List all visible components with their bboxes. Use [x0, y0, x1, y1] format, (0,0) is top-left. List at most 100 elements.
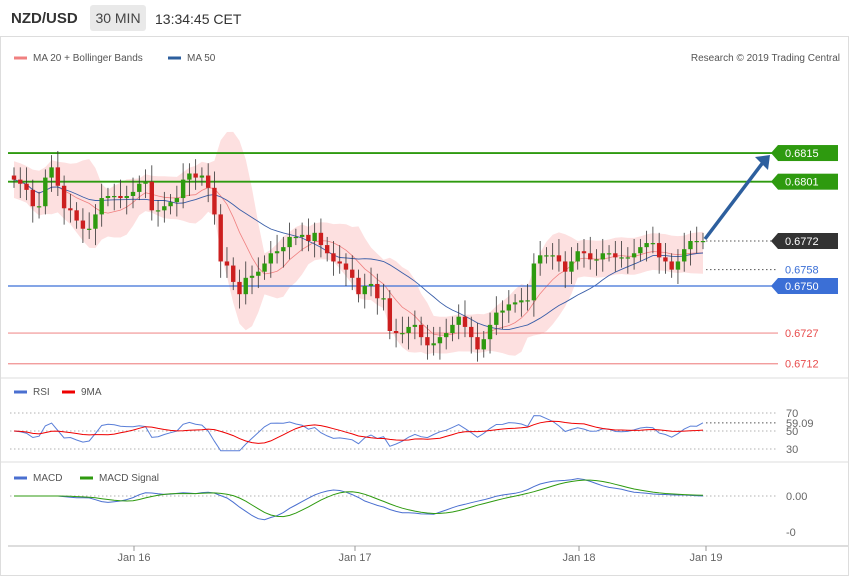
candle-body: [281, 247, 286, 252]
candle-body: [187, 173, 192, 180]
time-tick-label: Jan 19: [689, 552, 722, 564]
candle-body: [613, 253, 618, 258]
timeframe-button[interactable]: 30 MIN: [90, 5, 146, 31]
candle-body: [237, 281, 242, 295]
candle-body: [663, 257, 668, 262]
price-plot: 0.6815 0.6801 0.6772 0.6758 0.6750 0.6727 0.67…: [8, 131, 838, 371]
candle-body: [80, 220, 86, 229]
level-tag-pointer-0.6801: [771, 173, 778, 190]
candle-body: [556, 255, 562, 262]
rsi-line: [13, 415, 704, 452]
candle-body: [112, 195, 117, 198]
candle-body: [74, 210, 79, 221]
candle-body: [450, 324, 455, 334]
candle-body: [249, 275, 255, 278]
candle-body: [55, 167, 61, 186]
level-label-0.6727: 0.6727: [785, 328, 819, 340]
bollinger-band: [14, 131, 703, 356]
candle-body: [631, 253, 637, 258]
level-label-0.6712: 0.6712: [785, 359, 819, 371]
candle-body: [162, 206, 167, 211]
pair-title: NZD/USD: [11, 10, 78, 27]
ma50-legend-label: MA 50: [187, 53, 216, 64]
candle-body: [105, 195, 111, 199]
candle-body: [700, 241, 706, 243]
ma20-legend-label: MA 20 + Bollinger Bands: [33, 53, 143, 64]
candle-body: [381, 298, 386, 300]
copyright-text: Research © 2019 Trading Central: [691, 53, 840, 64]
macd-tick-label: -0: [786, 527, 796, 539]
candle-body: [456, 316, 461, 325]
candle-body: [437, 337, 443, 344]
candle-body: [512, 302, 518, 305]
candle-body: [500, 310, 505, 313]
candle-body: [469, 326, 474, 338]
candle-body: [124, 195, 129, 199]
candle-body: [688, 241, 693, 250]
candle-body: [180, 179, 186, 199]
candle-body: [494, 312, 499, 325]
candle-body: [68, 208, 73, 211]
candle-body: [425, 337, 430, 346]
candle-body: [49, 167, 54, 178]
candle-body: [24, 183, 29, 190]
candle-body: [293, 236, 299, 239]
rsi-tick-label: 30: [786, 444, 798, 456]
candle-body: [274, 251, 280, 254]
level-tag-pointer-0.6772: [771, 233, 778, 249]
candle-body: [525, 300, 530, 302]
candle-body: [412, 324, 418, 327]
candle-body: [130, 191, 136, 196]
candle-body: [475, 337, 480, 350]
candle-body: [544, 255, 549, 257]
candle-body: [262, 263, 267, 272]
candle-body: [443, 333, 449, 338]
level-label-0.6750: 0.6750: [785, 281, 819, 293]
candle-body: [418, 324, 424, 338]
candle-body: [99, 198, 104, 215]
candle-body: [368, 283, 374, 287]
candle-body: [331, 253, 336, 262]
candle-body: [606, 253, 612, 255]
candle-body: [675, 261, 681, 270]
candle-body: [531, 263, 537, 301]
forecast-arrow: [703, 159, 766, 241]
candle-body: [212, 187, 217, 215]
candle-body: [569, 261, 574, 272]
candle-body: [224, 261, 230, 266]
rsi-legend-label: RSI: [33, 387, 50, 398]
time-tick-label: Jan 18: [562, 552, 595, 564]
level-label-0.6801: 0.6801: [785, 177, 819, 189]
candle-body: [537, 255, 543, 264]
time-tick-label: Jan 16: [117, 552, 150, 564]
rsi-legend: RSI 9MA: [14, 387, 102, 398]
candle-body: [11, 175, 17, 180]
candle-body: [594, 259, 599, 261]
candle-body: [218, 214, 223, 262]
candle-body: [644, 243, 649, 248]
candle-body: [625, 257, 631, 259]
candle-body: [86, 228, 92, 230]
level-label-0.6815: 0.6815: [785, 148, 819, 160]
level-label-0.6758: 0.6758: [785, 265, 819, 277]
candle-body: [375, 283, 380, 299]
candle-body: [149, 181, 154, 211]
candle-body: [406, 326, 411, 334]
candle-body: [669, 261, 674, 270]
rsi-tick-label: 50: [786, 426, 798, 438]
level-tag-bg-0.6750: [778, 278, 838, 295]
candle-body: [268, 253, 274, 264]
macd-line: [14, 478, 704, 521]
candle-body: [155, 210, 161, 212]
level-tag-bg-0.6772: [778, 233, 838, 249]
candle-body: [231, 265, 236, 282]
candle-body: [299, 234, 305, 237]
candle-body: [193, 173, 198, 178]
candle-body: [600, 253, 605, 260]
candle-body: [356, 277, 361, 295]
rsi-last-label: 59.09: [786, 418, 814, 430]
candle-body: [337, 261, 342, 264]
candle-body: [137, 183, 142, 192]
candle-body: [168, 202, 173, 207]
